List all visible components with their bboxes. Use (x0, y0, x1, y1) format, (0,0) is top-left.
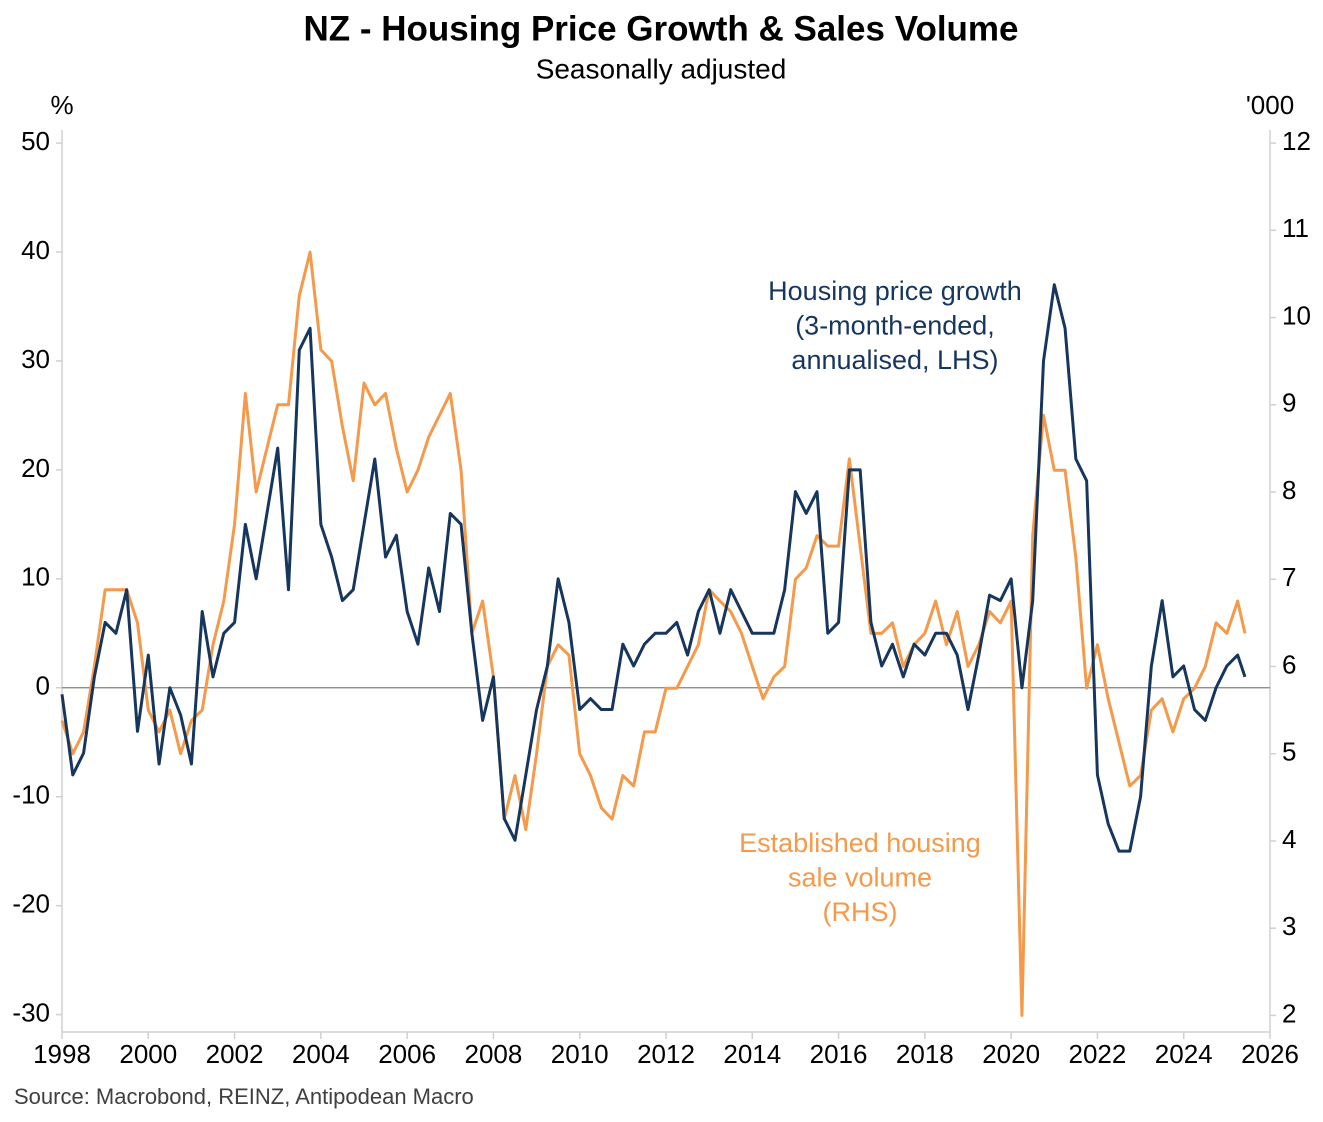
x-tick-label: 2012 (637, 1039, 695, 1069)
y-tick-label: -10 (12, 780, 50, 810)
y-tick-label: 30 (21, 344, 50, 374)
x-tick-label: 2020 (982, 1039, 1040, 1069)
series-line (60, 250, 1247, 1017)
y2-tick-label: 9 (1282, 388, 1296, 418)
y2-unit: '000 (1246, 90, 1294, 120)
x-tick-label: 2014 (723, 1039, 781, 1069)
x-tick-label: 2026 (1241, 1039, 1299, 1069)
y-tick-label: 10 (21, 562, 50, 592)
annotation: Established housing (739, 828, 981, 858)
y-tick-label: 40 (21, 235, 50, 265)
y2-tick-label: 8 (1282, 475, 1296, 505)
y2-tick-label: 3 (1282, 911, 1296, 941)
source: Source: Macrobond, REINZ, Antipodean Mac… (14, 1084, 474, 1109)
annotation: annualised, LHS) (791, 345, 998, 375)
x-tick-label: 2000 (119, 1039, 177, 1069)
x-tick-label: 2010 (551, 1039, 609, 1069)
x-tick-label: 2002 (206, 1039, 264, 1069)
y2-tick-label: 4 (1282, 824, 1296, 854)
x-tick-label: 2016 (810, 1039, 868, 1069)
series-line (60, 283, 1247, 853)
y-tick-label: 20 (21, 453, 50, 483)
annotation: (RHS) (823, 897, 898, 927)
x-tick-label: 2024 (1155, 1039, 1213, 1069)
y-tick-label: 50 (21, 126, 50, 156)
y2-tick-label: 2 (1282, 998, 1296, 1028)
chart-title: NZ - Housing Price Growth & Sales Volume (303, 9, 1018, 48)
x-tick-label: 1998 (33, 1039, 91, 1069)
y2-tick-label: 11 (1282, 213, 1309, 243)
y-tick-label: -20 (12, 889, 50, 919)
y2-tick-label: 7 (1282, 562, 1296, 592)
y2-tick-label: 10 (1282, 300, 1311, 330)
y2-tick-label: 6 (1282, 649, 1296, 679)
x-tick-label: 2022 (1069, 1039, 1127, 1069)
annotation: (3-month-ended, (795, 311, 995, 341)
y-unit: % (50, 90, 73, 120)
y2-tick-label: 5 (1282, 737, 1296, 767)
x-tick-label: 2006 (378, 1039, 436, 1069)
x-tick-label: 2018 (896, 1039, 954, 1069)
chart-subtitle: Seasonally adjusted (536, 53, 787, 84)
annotation: sale volume (788, 863, 932, 893)
y-tick-label: 0 (36, 671, 50, 701)
x-tick-label: 2004 (292, 1039, 350, 1069)
y-tick-label: -30 (12, 997, 50, 1027)
annotation: Housing price growth (768, 276, 1022, 306)
y2-tick-label: 12 (1282, 126, 1311, 156)
x-tick-label: 2008 (465, 1039, 523, 1069)
